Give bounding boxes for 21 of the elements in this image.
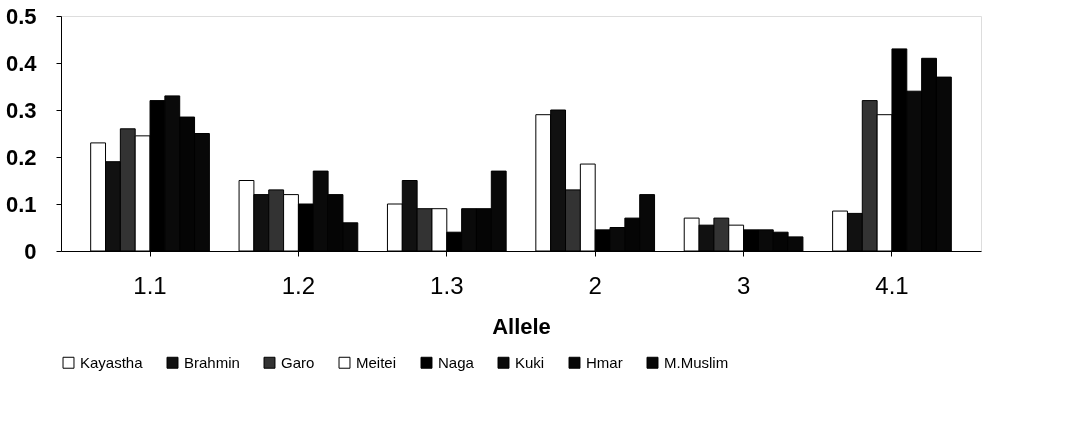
x-axis-title: Allele <box>492 313 551 339</box>
legend-label: Kuki <box>515 353 545 371</box>
legend-label: Brahmin <box>184 353 240 371</box>
legend-label: Naga <box>438 353 475 371</box>
y-tick-label: 0.1 <box>5 191 37 217</box>
legend-label: Garo <box>281 353 315 371</box>
x-tick-label: 4.1 <box>875 271 909 299</box>
y-tick-label: 0 <box>24 238 37 264</box>
y-tick-label: 0.4 <box>5 50 38 76</box>
legend-label: Kayastha <box>80 353 144 371</box>
x-tick-label: 1.3 <box>430 271 464 299</box>
x-tick-label: 1.2 <box>281 271 316 299</box>
y-tick-label: 0.2 <box>5 144 37 170</box>
y-tick-label: 0.3 <box>5 97 37 123</box>
x-tick-label: 3 <box>736 271 751 299</box>
x-tick-label: 1.1 <box>133 271 167 299</box>
legend-label: Hmar <box>586 353 623 371</box>
x-tick-label: 2 <box>588 271 602 299</box>
legend-label: M.Muslim <box>664 353 729 371</box>
y-tick-label: 0.5 <box>5 3 37 29</box>
legend-label: Meitei <box>356 353 397 371</box>
